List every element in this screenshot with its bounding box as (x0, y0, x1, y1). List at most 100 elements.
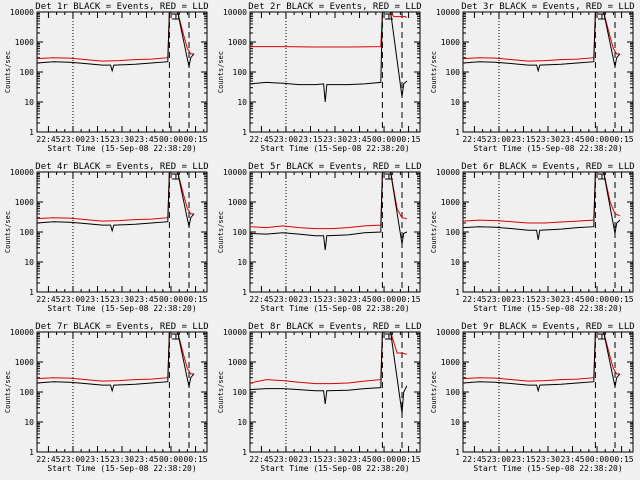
y-tick-label: 10 (237, 418, 247, 427)
y-tick-label: 1 (455, 288, 460, 297)
panel-title: Det 6r BLACK = Events, RED = LLD (461, 162, 634, 172)
x-tick-label: 23:30 (323, 455, 347, 464)
x-tick-label: 23:00 (487, 455, 511, 464)
x-axis-label: Start Time (15-Sep-08 22:38:20) (473, 464, 622, 473)
x-tick-label: 00:00 (372, 455, 396, 464)
x-tick-label: 23:15 (85, 295, 109, 304)
x-tick-label: 22:45 (36, 295, 60, 304)
y-tick-label: 10 (450, 418, 460, 427)
x-tick-label: 00:00 (159, 455, 183, 464)
x-tick-label: 23:00 (274, 455, 298, 464)
x-tick-label: 23:00 (61, 455, 85, 464)
x-axis-label: Start Time (15-Sep-08 22:38:20) (260, 144, 409, 153)
chart-panel-6: Det 6r BLACK = Events, RED = LLD 1 10 100 10… (430, 162, 635, 313)
x-tick-label: 00:15 (184, 135, 208, 144)
x-tick-label: 23:15 (511, 295, 535, 304)
x-tick-label: 23:30 (323, 295, 347, 304)
y-axis-label: Counts/sec (217, 51, 225, 93)
events-series-line (250, 12, 408, 103)
plot-area (37, 332, 195, 393)
y-tick-label: 100 (233, 228, 248, 237)
x-tick-label: 23:45 (347, 455, 371, 464)
x-tick-label: 22:45 (36, 135, 60, 144)
y-tick-label: 1000 (441, 358, 460, 367)
y-tick-label: 10 (450, 258, 460, 267)
lld-series-line (37, 172, 194, 222)
chart-panel-5: Det 5r BLACK = Events, RED = LLD 1 10 100 10… (217, 162, 422, 313)
events-series-line (37, 332, 195, 393)
y-tick-label: 10000 (10, 8, 34, 17)
y-tick-label: 1000 (228, 198, 247, 207)
y-tick-label: 10000 (436, 328, 460, 337)
events-series-line (250, 172, 408, 251)
x-tick-label: 23:45 (347, 295, 371, 304)
y-tick-label: 10 (24, 98, 34, 107)
x-tick-label: 00:00 (159, 295, 183, 304)
plot-frame (249, 331, 421, 453)
x-tick-label: 23:15 (85, 135, 109, 144)
y-tick-label: 100 (233, 388, 248, 397)
y-tick-label: 10 (24, 258, 34, 267)
x-tick-label: 23:30 (536, 295, 560, 304)
x-tick-label: 23:30 (110, 455, 134, 464)
x-tick-label: 23:30 (536, 135, 560, 144)
panel-title: Det 2r BLACK = Events, RED = LLD (248, 2, 421, 12)
x-tick-label: 00:15 (184, 455, 208, 464)
panel-title: Det 1r BLACK = Events, RED = LLD (35, 2, 208, 12)
x-tick-label: 23:30 (110, 135, 134, 144)
y-tick-label: 10000 (223, 168, 247, 177)
x-tick-label: 23:00 (274, 295, 298, 304)
chart-panel-7: Det 7r BLACK = Events, RED = LLD 1 10 100 10… (4, 322, 209, 473)
x-tick-label: 23:00 (487, 135, 511, 144)
y-tick-label: 10000 (10, 168, 34, 177)
y-tick-label: 1000 (228, 358, 247, 367)
y-tick-label: 100 (233, 68, 248, 77)
x-tick-label: 00:15 (397, 455, 421, 464)
y-tick-label: 100 (446, 388, 461, 397)
y-tick-label: 1000 (441, 38, 460, 47)
x-axis-label: Start Time (15-Sep-08 22:38:20) (47, 144, 196, 153)
y-axis-label: Counts/sec (4, 211, 12, 253)
x-tick-label: 00:15 (610, 135, 634, 144)
x-tick-label: 23:00 (274, 135, 298, 144)
chart-panel-9: Det 9r BLACK = Events, RED = LLD 1 10 100 10… (430, 322, 635, 473)
lld-series-line (250, 172, 407, 230)
y-tick-label: 10 (237, 258, 247, 267)
x-tick-label: 00:15 (184, 295, 208, 304)
x-tick-label: 22:45 (249, 455, 273, 464)
panel-title: Det 8r BLACK = Events, RED = LLD (248, 322, 421, 332)
y-axis-label: Counts/sec (217, 211, 225, 253)
y-axis-label: Counts/sec (4, 51, 12, 93)
y-tick-label: 10 (450, 98, 460, 107)
y-tick-label: 10000 (436, 8, 460, 17)
events-series-line (250, 332, 408, 414)
x-tick-label: 23:15 (85, 455, 109, 464)
x-tick-label: 00:00 (585, 455, 609, 464)
x-axis-label: Start Time (15-Sep-08 22:38:20) (473, 304, 622, 313)
y-tick-label: 10000 (436, 168, 460, 177)
events-series-line (37, 172, 195, 233)
y-tick-label: 100 (20, 228, 35, 237)
y-tick-label: 100 (446, 68, 461, 77)
y-axis-label: Counts/sec (4, 371, 12, 413)
y-tick-label: 10000 (10, 328, 34, 337)
chart-panel-4: Det 4r BLACK = Events, RED = LLD 1 10 100 10… (4, 162, 209, 313)
y-tick-label: 10000 (223, 8, 247, 17)
panel-title: Det 4r BLACK = Events, RED = LLD (35, 162, 208, 172)
y-tick-label: 1 (29, 128, 34, 137)
x-tick-label: 23:15 (298, 135, 322, 144)
plot-area (463, 332, 621, 393)
plot-area (250, 172, 408, 251)
chart-panel-2: Det 2r BLACK = Events, RED = LLD 1 10 100 10… (217, 2, 422, 153)
x-tick-label: 23:15 (511, 135, 535, 144)
x-tick-label: 23:45 (134, 135, 158, 144)
x-tick-label: 23:00 (61, 135, 85, 144)
x-axis-label: Start Time (15-Sep-08 22:38:20) (473, 144, 622, 153)
y-axis-label: Counts/sec (430, 51, 438, 93)
plot-area (250, 332, 408, 414)
lld-series-line (250, 332, 408, 385)
y-tick-label: 100 (446, 228, 461, 237)
lld-series-line (463, 12, 620, 62)
chart-panel-8: Det 8r BLACK = Events, RED = LLD 1 10 100 10… (217, 322, 422, 473)
y-tick-label: 1 (455, 448, 460, 457)
